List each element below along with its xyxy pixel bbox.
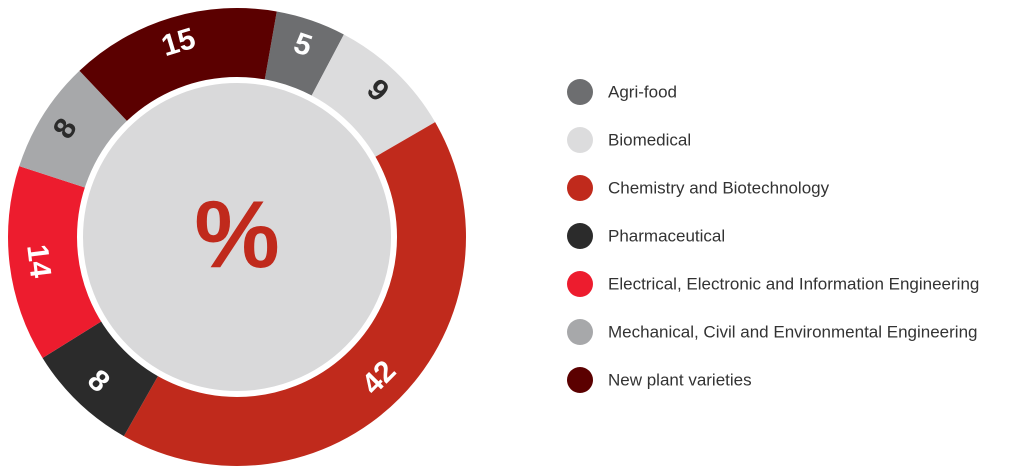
value-label: 14 [20,243,57,280]
legend: Agri-food Biomedical Chemistry and Biotech… [567,79,979,393]
slice [307,34,436,162]
legend-swatch [567,319,593,345]
center-label: % [194,181,279,288]
legend-label: New plant varieties [608,370,752,389]
legend-swatch [567,79,593,105]
legend-swatch [567,127,593,153]
legend-label: Electrical, Electronic and Information E… [608,274,979,293]
legend-swatch [567,271,593,297]
legend-label: Mechanical, Civil and Environmental Engi… [608,322,977,341]
slice [79,8,277,129]
legend-label: Chemistry and Biotechnology [608,178,830,197]
center-disk [77,77,397,397]
legend-swatch [567,367,593,393]
legend-label: Agri-food [608,82,677,101]
legend-label: Pharmaceutical [608,226,725,245]
slice [123,122,467,466]
legend-swatch [567,223,593,249]
legend-label: Biomedical [608,130,691,149]
legend-swatch [567,175,593,201]
slice [263,11,344,105]
